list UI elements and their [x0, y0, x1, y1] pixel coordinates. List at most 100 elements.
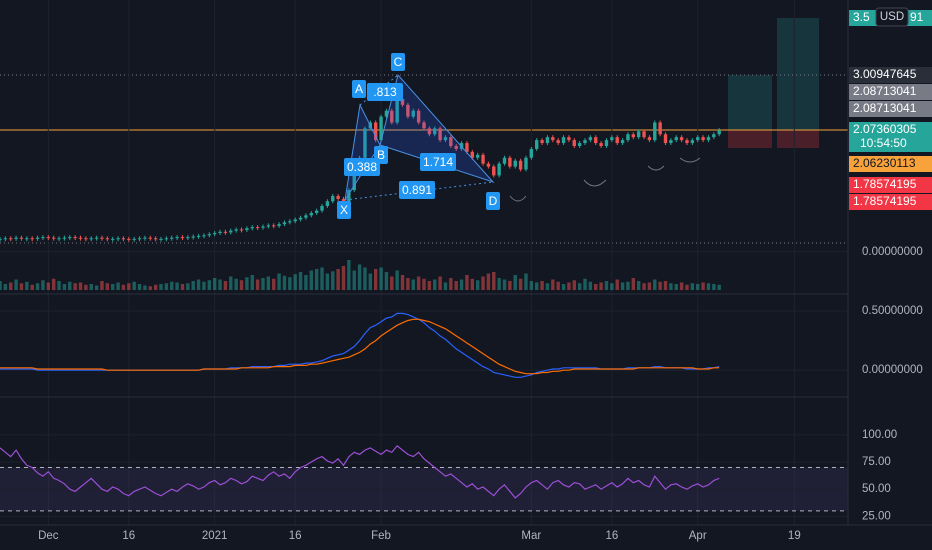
volume-bar [314, 269, 319, 290]
candle-body [196, 235, 201, 237]
volume-bar [427, 281, 432, 290]
candle-body [57, 238, 61, 240]
pattern-label-box [344, 158, 380, 176]
currency-button[interactable] [875, 7, 909, 27]
volume-bar [94, 285, 99, 290]
pattern-label: C [394, 55, 403, 69]
candle-body [545, 137, 550, 144]
candle-body [261, 226, 265, 228]
countdown: 10:54:50 [860, 136, 907, 150]
price-tag [849, 84, 932, 100]
volume-bar [486, 273, 491, 290]
candle-body [696, 137, 700, 141]
volume-bar [282, 275, 287, 290]
volume-bar [454, 281, 458, 290]
volume-bar [658, 281, 662, 290]
candle-body [384, 110, 389, 117]
volume-bar [588, 281, 593, 290]
candle-body [347, 190, 351, 202]
candle-body [105, 238, 110, 240]
candle-body [84, 238, 88, 240]
volume-bar [170, 281, 174, 290]
volume-bar [363, 267, 367, 290]
price-tag [849, 122, 932, 152]
candle-body [561, 137, 566, 144]
volume-bar [690, 283, 695, 290]
candle-body [121, 238, 126, 240]
pattern-labels: X A B C D .813 0.388 1.714 0.891 [337, 53, 500, 219]
candle-body [556, 140, 560, 144]
candle-body [94, 237, 99, 239]
pattern-ratio-line [359, 74, 399, 106]
volume-bar [89, 284, 93, 290]
volume-bar [674, 284, 678, 290]
volume-bar [288, 277, 292, 290]
volume-bar [352, 270, 356, 290]
candle-body [304, 215, 308, 218]
volume-bar [395, 270, 399, 290]
candle-body [234, 229, 238, 231]
volume-bar [379, 267, 383, 290]
candle-body [175, 237, 179, 239]
volume-bar [599, 282, 603, 290]
candle-body [202, 235, 206, 237]
currency[interactable]: USD [880, 11, 904, 23]
volume-bar [207, 280, 212, 290]
volume-bar [202, 281, 206, 290]
x-tick-label: 2021 [202, 530, 228, 542]
candle-body [100, 237, 104, 239]
candle-body [433, 128, 437, 135]
candle-body [524, 157, 528, 170]
candle-body [331, 195, 335, 202]
candle-body [475, 154, 480, 158]
volume-bar [261, 278, 265, 290]
price-tag [849, 194, 932, 210]
candle-body [674, 137, 678, 141]
price-tag-label: 1.78574195 [853, 177, 917, 191]
candle-body [658, 122, 662, 135]
volume-bar [68, 281, 72, 290]
y-tick-label: 100.00 [862, 429, 897, 441]
x-tick-label: Mar [521, 530, 541, 542]
indicator-line [0, 318, 720, 375]
candle-body [41, 237, 45, 239]
volume-bar [212, 278, 217, 290]
volume-bar [669, 283, 673, 290]
volume-bar [137, 284, 142, 290]
pattern-label-box [352, 80, 366, 98]
candle-body [19, 237, 24, 239]
price-tag-label: 3.00947645 [853, 67, 917, 81]
pattern-label: A [355, 82, 363, 96]
candle-body [245, 228, 249, 231]
candle-body [379, 116, 383, 141]
price-tag-label: 2.07360305 [853, 122, 917, 136]
volume-bar [325, 273, 330, 290]
candle-body [486, 163, 491, 167]
volume-bar [636, 281, 641, 290]
volume-bar [341, 266, 346, 290]
volume-bar [685, 284, 689, 290]
candle-body [508, 157, 512, 167]
candle-body [159, 238, 163, 240]
volume-bar [422, 278, 426, 290]
candle-body [153, 238, 158, 240]
volume-bar [111, 284, 115, 290]
volume-bar [78, 282, 83, 290]
candle-body [669, 140, 673, 144]
pattern-label: 1.714 [423, 155, 453, 169]
volume-bar [529, 281, 534, 290]
volume-bar [255, 279, 260, 290]
volume-bar [524, 273, 528, 290]
volume-bar [35, 283, 40, 290]
candle-body [282, 222, 287, 225]
volume-bar [9, 282, 13, 290]
candle-body [272, 225, 276, 227]
volume-bar [561, 284, 566, 290]
candle-body [148, 237, 152, 239]
candle-body [363, 128, 367, 158]
volume-bar [51, 278, 56, 290]
curve-drawing [509, 157, 701, 202]
price-tag [849, 67, 932, 83]
volume-bar [518, 278, 523, 290]
candle-body [513, 160, 517, 167]
